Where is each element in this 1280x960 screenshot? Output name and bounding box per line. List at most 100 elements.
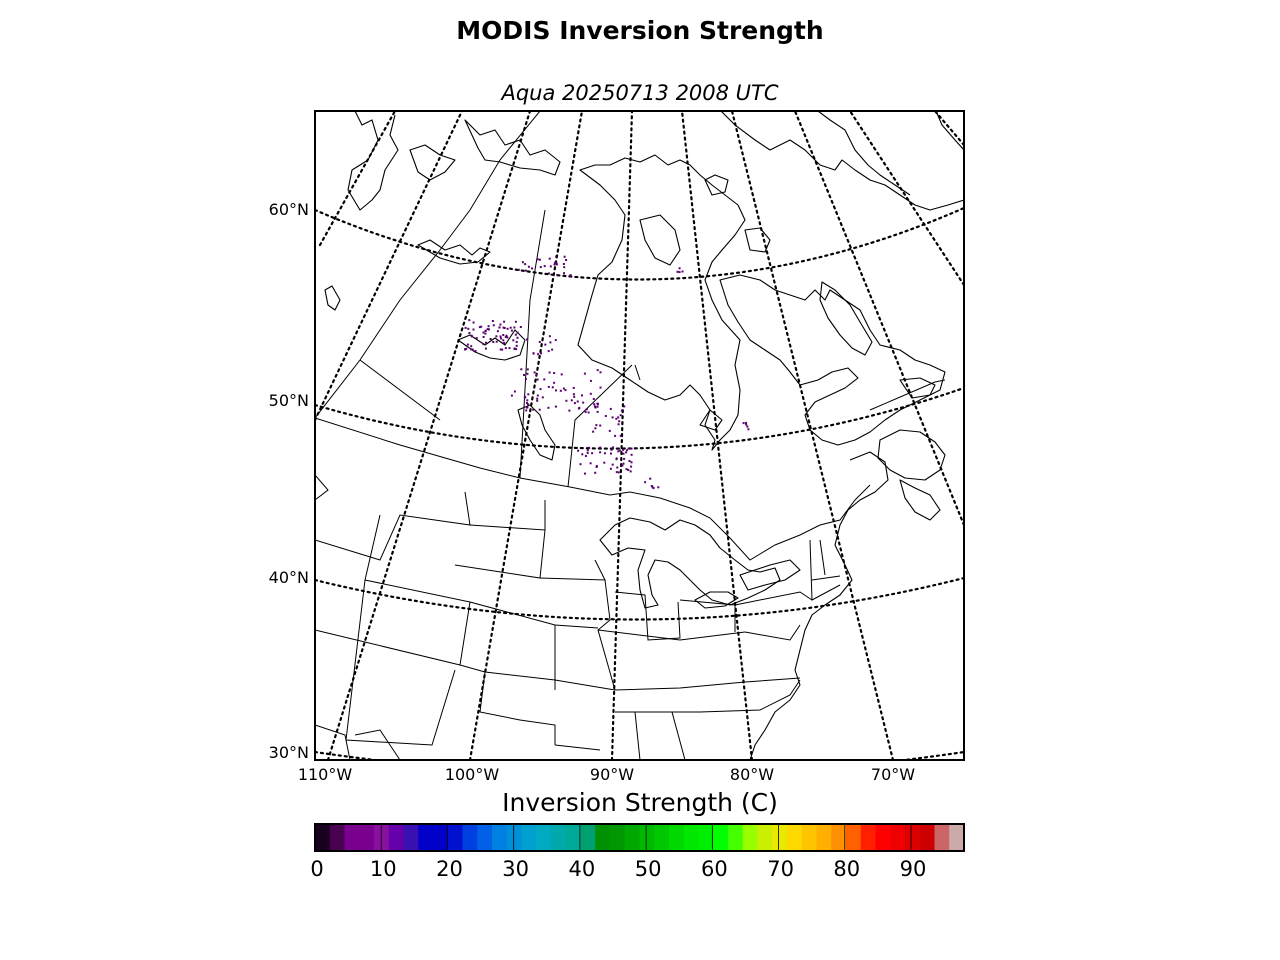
data-pixel [499, 348, 502, 351]
data-pixel [514, 320, 517, 323]
data-pixel [538, 258, 541, 261]
data-pixel [517, 268, 520, 271]
colorbar-swatch [610, 824, 626, 851]
lat-label-30n: 30°N [269, 743, 309, 762]
data-pixel [610, 452, 612, 455]
colorbar-swatch [860, 824, 877, 851]
data-pixel [592, 430, 595, 433]
colorbar-swatch [506, 824, 523, 851]
data-pixel [514, 333, 517, 336]
colorbar-swatch [919, 824, 936, 851]
data-pixel [484, 347, 487, 350]
data-pixel [487, 325, 490, 328]
colorbar-swatch [551, 824, 567, 851]
colorbar-swatch [816, 824, 832, 851]
data-pixel [524, 269, 527, 272]
data-pixel [548, 335, 551, 338]
data-pixel [520, 368, 523, 371]
data-pixel [622, 448, 625, 451]
data-pixel [594, 471, 597, 474]
data-pixel [562, 387, 565, 390]
colorbar-swatch [713, 824, 729, 851]
colorbar-swatch [565, 824, 582, 851]
data-pixel [506, 336, 509, 339]
colorbar-swatch [624, 824, 641, 851]
data-pixel [501, 348, 504, 351]
data-pixel [609, 467, 612, 470]
lon-label-80w: 80°W [730, 765, 774, 784]
data-pixel [586, 451, 589, 454]
data-pixel [610, 448, 613, 451]
data-pixel [472, 321, 475, 324]
data-pixel [623, 405, 626, 408]
data-pixel [536, 378, 539, 381]
colorbar-tick-label: 50 [635, 857, 662, 881]
meridian-110w [326, 111, 532, 760]
data-pixel [596, 369, 599, 372]
data-pixel [676, 270, 679, 273]
colorbar-swatch [344, 824, 360, 851]
data-pixel [541, 396, 544, 399]
meridian-130w [318, 111, 397, 247]
data-pixel [569, 274, 572, 277]
colorbar-swatch [595, 824, 611, 851]
data-pixel [619, 434, 622, 437]
data-pixel [504, 336, 507, 338]
data-pixel [599, 371, 602, 374]
data-pixel [595, 424, 598, 427]
data-pixel [554, 261, 557, 264]
data-pixel [538, 408, 541, 411]
data-pixel [535, 373, 538, 376]
data-pixel [513, 326, 516, 329]
data-pixel [603, 461, 606, 464]
data-pixel [630, 461, 633, 464]
colorbar-swatch [757, 824, 773, 851]
latitude-labels: 60°N 50°N 40°N 30°N [269, 200, 309, 762]
data-pixel [619, 414, 622, 417]
data-pixel [595, 466, 598, 468]
data-pixel [630, 465, 633, 468]
data-pixel [584, 410, 587, 413]
data-pixel [465, 347, 468, 350]
data-pixel [549, 265, 552, 268]
colorbar-swatch [831, 824, 847, 851]
data-pixel [746, 425, 749, 428]
colorbar-swatch [315, 824, 331, 851]
colorbar-swatch [890, 824, 906, 851]
lon-label-70w: 70°W [871, 765, 915, 784]
colorbar-swatch [388, 824, 405, 851]
data-pixel [472, 328, 475, 331]
colorbar-swatch [418, 824, 434, 851]
data-pixel [526, 338, 528, 341]
data-pixel [621, 464, 624, 467]
data-pixel [484, 330, 487, 332]
data-pixel [572, 393, 575, 396]
colorbar-swatch [433, 824, 449, 851]
colorbar-title: Inversion Strength (C) [502, 788, 778, 817]
data-pixel [502, 339, 505, 342]
data-pixel [629, 470, 632, 473]
data-pixel [611, 463, 614, 466]
colorbar-swatch [329, 824, 346, 851]
data-pixel [622, 452, 625, 455]
data-pixel [619, 449, 622, 452]
data-pixel [617, 423, 620, 426]
colorbar-swatch [654, 824, 670, 851]
data-pixel [589, 379, 592, 382]
data-pixel [492, 324, 495, 327]
colorbar-swatch [728, 824, 744, 851]
data-pixel [578, 406, 581, 409]
colorbar-swatch [359, 824, 375, 851]
data-pixel [547, 385, 550, 388]
map-frame [314, 110, 965, 761]
data-pixel [516, 336, 519, 339]
meridian-50w [848, 111, 964, 287]
data-pixel [480, 325, 483, 328]
data-pixel [581, 453, 584, 456]
data-pixel [544, 343, 547, 346]
data-pixel [471, 348, 474, 351]
data-pixel [547, 272, 550, 275]
data-pixel [577, 449, 580, 452]
data-pixel [482, 336, 485, 338]
data-pixel [589, 462, 592, 465]
